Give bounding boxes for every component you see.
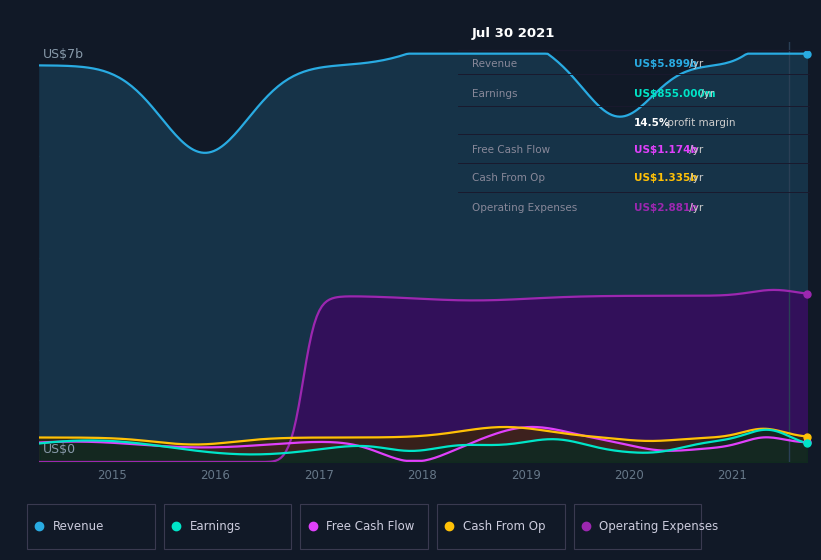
Text: /yr: /yr [697,89,714,99]
FancyBboxPatch shape [437,504,565,549]
Text: Earnings: Earnings [190,520,241,533]
Text: Free Cash Flow: Free Cash Flow [326,520,415,533]
Text: US$855.000m: US$855.000m [634,89,715,99]
Text: Earnings: Earnings [472,89,518,99]
Text: Revenue: Revenue [53,520,104,533]
FancyBboxPatch shape [27,504,154,549]
Text: US$2.881b: US$2.881b [634,203,698,213]
FancyBboxPatch shape [574,504,701,549]
Text: Revenue: Revenue [472,59,517,69]
Text: 14.5%: 14.5% [634,118,670,128]
FancyBboxPatch shape [300,504,428,549]
Text: /yr: /yr [686,145,704,155]
Text: US$1.335b: US$1.335b [634,173,698,183]
Text: Operating Expenses: Operating Expenses [599,520,718,533]
Text: US$7b: US$7b [44,48,85,61]
FancyBboxPatch shape [163,504,291,549]
Text: /yr: /yr [686,203,704,213]
Text: Cash From Op: Cash From Op [472,173,545,183]
Text: Free Cash Flow: Free Cash Flow [472,145,550,155]
Text: Jul 30 2021: Jul 30 2021 [472,27,556,40]
Text: Cash From Op: Cash From Op [463,520,545,533]
Text: profit margin: profit margin [663,118,735,128]
Text: US$1.174b: US$1.174b [634,145,698,155]
Text: /yr: /yr [686,173,704,183]
Text: US$0: US$0 [44,443,76,456]
Text: US$5.899b: US$5.899b [634,59,697,69]
Text: Operating Expenses: Operating Expenses [472,203,577,213]
Text: /yr: /yr [686,59,704,69]
